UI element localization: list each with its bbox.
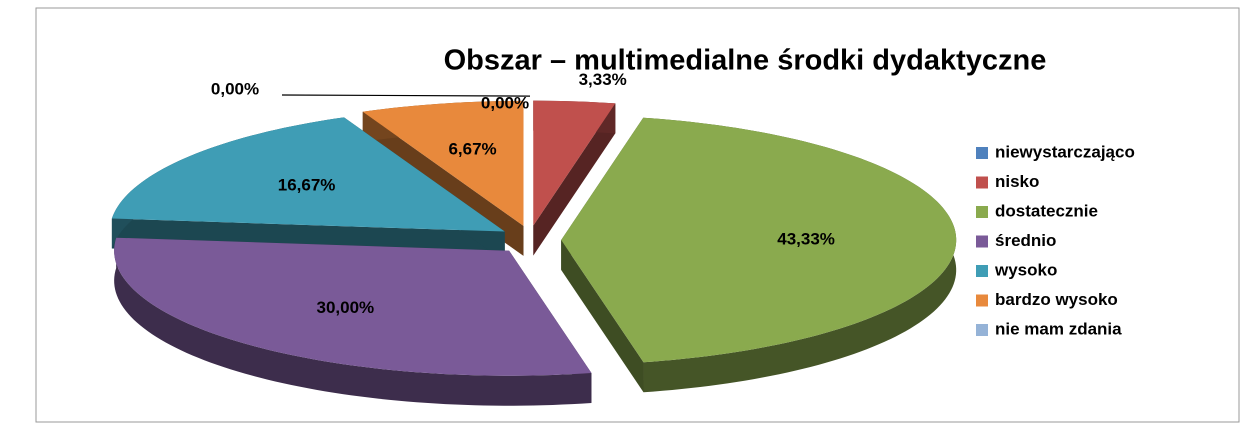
- legend-label: bardzo wysoko: [995, 290, 1118, 309]
- slice: [561, 117, 957, 363]
- legend-swatch: [976, 294, 988, 307]
- legend-swatch: [976, 324, 988, 336]
- chart-frame: [35, 7, 1240, 423]
- legend-label: wysoko: [994, 260, 1057, 279]
- legend-label: niewystarczająco: [995, 142, 1135, 161]
- legend-swatch: [976, 176, 988, 189]
- data-label: 0,00%: [481, 93, 529, 112]
- slice: [362, 100, 524, 226]
- slice: [111, 117, 505, 232]
- legend-label: nie mam zdania: [995, 319, 1122, 338]
- slice: [114, 237, 592, 376]
- data-label: 3,33%: [579, 70, 627, 89]
- chart-title: Obszar – multimedialne środki dydaktyczn…: [444, 45, 1047, 77]
- legend-label: średnio: [995, 231, 1056, 250]
- data-label: 43,33%: [777, 229, 835, 248]
- slice-side: [114, 237, 592, 406]
- legend-label: nisko: [995, 172, 1039, 191]
- legend-swatch: [976, 206, 988, 218]
- leader-line: [281, 94, 531, 97]
- slice: [533, 100, 616, 226]
- legend-swatch: [976, 235, 988, 248]
- legend-swatch: [976, 147, 988, 159]
- data-label: 6,67%: [448, 140, 496, 159]
- data-label: 0,00%: [211, 79, 259, 98]
- slice-wall: [533, 103, 616, 256]
- data-label: 30,00%: [317, 298, 375, 317]
- slice-tops: [111, 100, 957, 376]
- legend-label: dostatecznie: [995, 201, 1098, 220]
- legend-swatch: [976, 265, 988, 277]
- data-label: 16,67%: [278, 175, 336, 194]
- slice-wall: [561, 239, 644, 393]
